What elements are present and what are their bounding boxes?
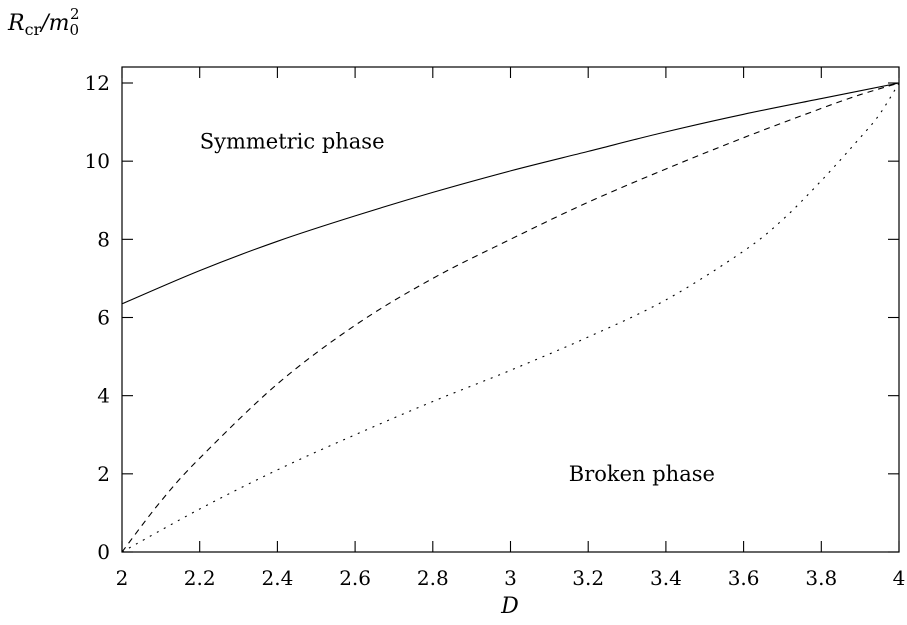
y-tick-label: 4 — [97, 384, 110, 408]
y-tick-label: 8 — [97, 227, 110, 251]
y-label-sub2: 0 — [69, 21, 79, 39]
series-line-solid — [121, 82, 900, 305]
y-label-sup: 2 — [70, 5, 80, 23]
x-tick-label: 2.8 — [417, 566, 449, 590]
x-axis-label: D — [500, 594, 519, 619]
x-tick-label: 3.4 — [650, 566, 682, 590]
axis-ticks — [121, 67, 900, 553]
y-tick-label: 2 — [97, 462, 110, 486]
x-tick-label: 2.6 — [339, 566, 371, 590]
y-label-slash: /m — [39, 11, 69, 36]
annotation-label: Symmetric phase — [200, 130, 385, 154]
annotations: Symmetric phase Broken phase — [200, 130, 715, 486]
x-tick-label: 4 — [893, 566, 906, 590]
x-tick-label: 3.2 — [572, 566, 604, 590]
y-tick-label: 0 — [97, 540, 110, 564]
curves — [121, 82, 900, 553]
series-line-dashed — [121, 82, 900, 553]
y-tick-label: 10 — [85, 149, 110, 173]
x-tick-label: 2 — [116, 566, 129, 590]
annotation-label: Broken phase — [569, 462, 715, 486]
y-label-sub: cr — [25, 20, 42, 39]
x-tick-label: 2.4 — [261, 566, 293, 590]
y-axis-label: Rcr/m02 — [7, 5, 80, 39]
series-line-dotted — [121, 82, 900, 553]
x-tick-label: 2.2 — [184, 566, 216, 590]
x-tick-label: 3 — [504, 566, 517, 590]
x-tick-label: 3.6 — [728, 566, 760, 590]
y-tick-label: 12 — [85, 71, 110, 95]
y-label-main: R — [7, 11, 25, 36]
x-tick-label: 3.8 — [805, 566, 837, 590]
y-tick-label: 6 — [97, 306, 110, 330]
